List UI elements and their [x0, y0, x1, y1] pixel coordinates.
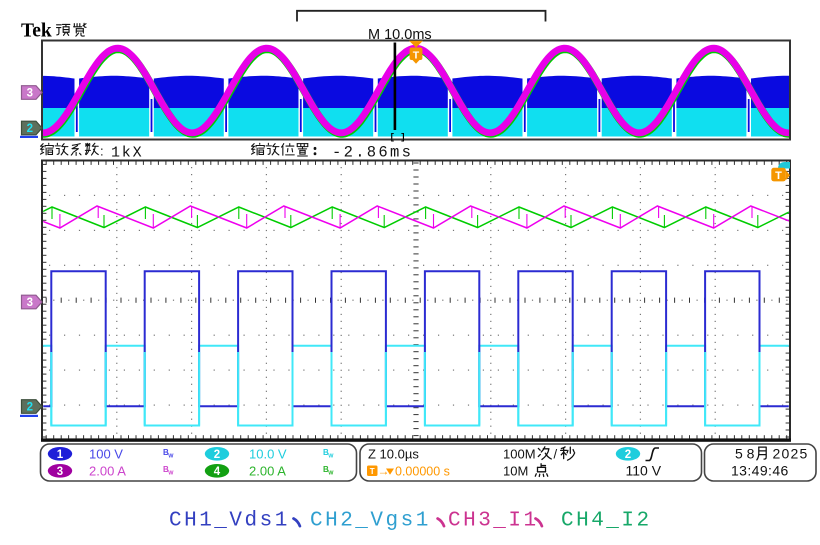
svg-text:2: 2	[27, 402, 33, 414]
svg-text:10.0 V: 10.0 V	[249, 446, 287, 461]
svg-text:2: 2	[214, 449, 220, 461]
svg-text:3: 3	[27, 88, 33, 100]
svg-text:B: B	[163, 465, 169, 474]
svg-text:B: B	[323, 465, 329, 474]
svg-text:B: B	[323, 448, 329, 457]
svg-text:100M: 100M	[503, 446, 536, 461]
svg-text:2: 2	[27, 123, 33, 135]
svg-text:110 V: 110 V	[626, 462, 662, 478]
svg-text:M 10.0ms: M 10.0ms	[368, 27, 432, 43]
svg-text:-2.86ms: -2.86ms	[332, 144, 413, 162]
svg-text:CH2_Vgs1: CH2_Vgs1	[310, 510, 431, 533]
svg-text:1kX: 1kX	[111, 145, 143, 162]
svg-text:10M: 10M	[503, 463, 528, 478]
svg-text:W: W	[168, 470, 174, 476]
svg-text:Tek: Tek	[21, 21, 52, 42]
svg-text:→: →	[378, 464, 390, 478]
svg-text:0.00000 s: 0.00000 s	[395, 464, 450, 478]
svg-text:2: 2	[625, 449, 631, 461]
svg-text:CH4_I2: CH4_I2	[561, 510, 652, 533]
svg-text:4: 4	[214, 466, 221, 478]
svg-text:2.00 A: 2.00 A	[249, 463, 286, 478]
svg-text:W: W	[168, 453, 174, 459]
svg-text:[ ]: [ ]	[390, 133, 406, 143]
svg-text:5 8: 5 8	[735, 445, 755, 461]
svg-text:W: W	[328, 453, 334, 459]
svg-text:3: 3	[27, 297, 33, 309]
svg-text:/: /	[554, 446, 558, 461]
svg-text::: :	[100, 144, 104, 159]
svg-text:2.00 A: 2.00 A	[89, 463, 126, 478]
svg-text:Z 10.0µs: Z 10.0µs	[368, 446, 419, 461]
svg-text:2025: 2025	[773, 445, 809, 461]
svg-text:W: W	[328, 470, 334, 476]
svg-text:13:49:46: 13:49:46	[731, 462, 789, 478]
svg-text:CH3_I1: CH3_I1	[448, 510, 539, 533]
svg-text:B: B	[163, 448, 169, 457]
svg-text:100 V: 100 V	[89, 446, 123, 461]
svg-text:CH1_Vds1: CH1_Vds1	[169, 510, 290, 533]
svg-text:T: T	[413, 50, 420, 62]
svg-text:T: T	[775, 170, 782, 182]
svg-text:1: 1	[57, 449, 64, 461]
svg-text:T: T	[370, 467, 375, 476]
svg-text:3: 3	[57, 466, 63, 478]
